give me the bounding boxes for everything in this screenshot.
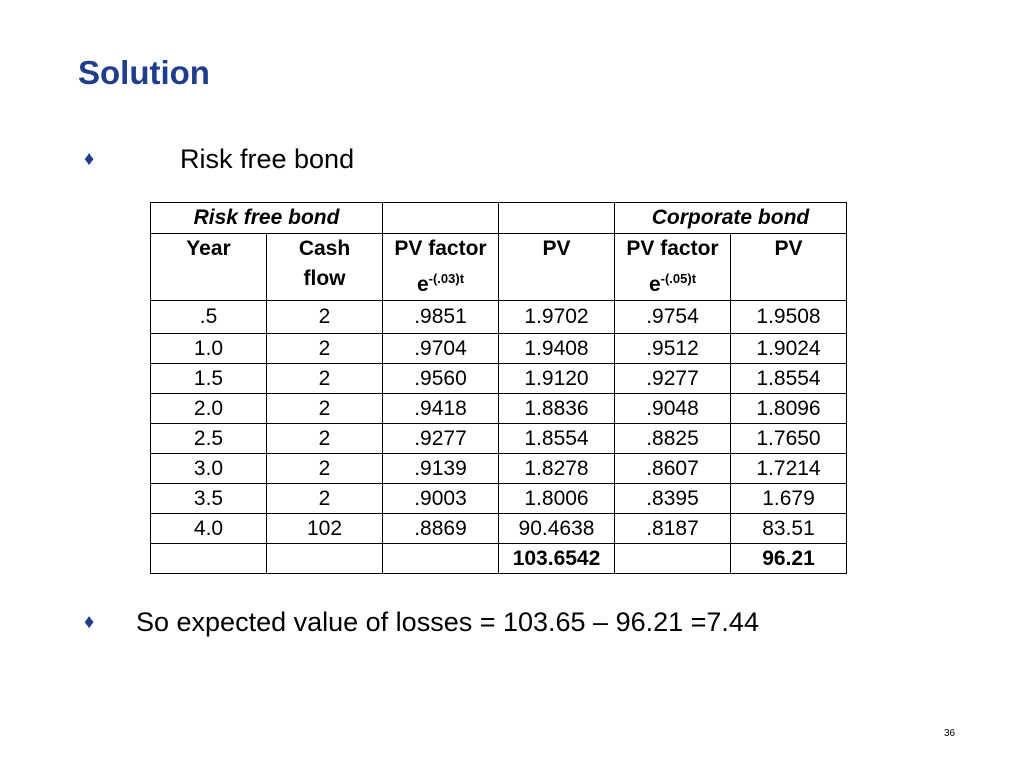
table-cell: 1.7650 xyxy=(730,423,847,454)
table-total-row: 103.6542 96.21 xyxy=(150,543,847,574)
table-row: 4.0 102.8869 90.4638.8187 83.51 xyxy=(150,513,847,544)
col-header-pv-factor-rf: PV factor e-(.03)t xyxy=(382,233,499,301)
bullet-expected-loss: ♦ So expected value of losses = 103.65 –… xyxy=(84,607,759,638)
table-column-header-row: Year Cash flow PV factor e-(.03)t PV PV … xyxy=(150,233,847,301)
table-cell: 2 xyxy=(266,333,383,364)
table-cell: .9048 xyxy=(614,393,731,424)
table-cell: 2.5 xyxy=(150,423,267,454)
pv-factor-base: e xyxy=(416,273,429,296)
table-top-header-row: Risk free bond Corporate bond xyxy=(150,202,847,234)
table-body: .5 2.9851 1.9702.9754 1.9508 1.0 2.9704 1.9408… xyxy=(150,300,847,544)
table-cell: .8607 xyxy=(614,453,731,484)
table-cell: 3.0 xyxy=(150,453,267,484)
table-cell: .9704 xyxy=(382,333,499,364)
table-cell: .9851 xyxy=(382,300,499,334)
table-cell: 4.0 xyxy=(150,513,267,544)
total-pv-corp: 96.21 xyxy=(730,543,847,574)
cash-flow-line2: flow xyxy=(303,267,346,290)
table-row: 2.0 2.9418 1.8836.9048 1.8096 xyxy=(150,393,847,424)
table-cell: .9277 xyxy=(382,423,499,454)
table-cell: 1.7214 xyxy=(730,453,847,484)
table-row: 3.5 2.9003 1.8006.8395 1.679 xyxy=(150,483,847,514)
table-row: .5 2.9851 1.9702.9754 1.9508 xyxy=(150,300,847,334)
table-cell: .8825 xyxy=(614,423,731,454)
table-cell: .9139 xyxy=(382,453,499,484)
table-cell: 2 xyxy=(266,453,383,484)
col-header-pv-rf: PV xyxy=(498,233,615,301)
col-header-year: Year xyxy=(150,233,267,301)
table-cell: .9277 xyxy=(614,363,731,394)
table-cell: .9560 xyxy=(382,363,499,394)
table-cell: 1.9508 xyxy=(730,300,847,334)
total-cell xyxy=(614,543,731,574)
table-cell: 1.5 xyxy=(150,363,267,394)
col-header-cash-flow: Cash flow xyxy=(266,233,383,301)
table-cell: 1.9120 xyxy=(498,363,615,394)
table-cell: 102 xyxy=(266,513,383,544)
table-cell: 1.9024 xyxy=(730,333,847,364)
table-cell: 2 xyxy=(266,423,383,454)
table-row: 3.0 2.9139 1.8278.8607 1.7214 xyxy=(150,453,847,484)
table-cell: 2 xyxy=(266,393,383,424)
pv-factor-exponent: -(.03)t xyxy=(428,271,465,286)
table-cell: 3.5 xyxy=(150,483,267,514)
table-cell: 1.8278 xyxy=(498,453,615,484)
table-cell: 1.9702 xyxy=(498,300,615,334)
total-cell xyxy=(382,543,499,574)
empty-cell xyxy=(498,202,615,234)
pv-factor-base: e xyxy=(648,273,661,296)
table-cell: 1.8554 xyxy=(730,363,847,394)
table-cell: 1.8836 xyxy=(498,393,615,424)
table-cell: .9003 xyxy=(382,483,499,514)
total-cell xyxy=(150,543,267,574)
pv-factor-exponent: -(.05)t xyxy=(660,271,697,286)
table-cell: .9512 xyxy=(614,333,731,364)
total-cell xyxy=(266,543,383,574)
diamond-bullet-icon: ♦ xyxy=(84,148,95,170)
table-cell: 1.9408 xyxy=(498,333,615,364)
table-cell: 2 xyxy=(266,363,383,394)
table-cell: 2.0 xyxy=(150,393,267,424)
table-cell: 1.8096 xyxy=(730,393,847,424)
table-cell: 2 xyxy=(266,483,383,514)
table-row: 1.5 2.9560 1.9120.9277 1.8554 xyxy=(150,363,847,394)
table-cell: 1.8006 xyxy=(498,483,615,514)
col-header-pv-corp: PV xyxy=(730,233,847,301)
bond-table: Risk free bond Corporate bond Year Cash … xyxy=(150,202,847,574)
table-cell: 2 xyxy=(266,300,383,334)
table-cell: .9754 xyxy=(614,300,731,334)
table-row: 1.0 2.9704 1.9408.9512 1.9024 xyxy=(150,333,847,364)
table-cell: .8869 xyxy=(382,513,499,544)
diamond-bullet-icon: ♦ xyxy=(84,611,95,633)
table-cell: .9418 xyxy=(382,393,499,424)
col-header-pv-factor-corp: PV factor e-(.05)t xyxy=(614,233,731,301)
bullet-text: So expected value of losses = 103.65 – 9… xyxy=(136,607,759,637)
slide-title: Solution xyxy=(78,54,210,91)
page-number: 36 xyxy=(944,728,956,739)
table-cell: .8187 xyxy=(614,513,731,544)
risk-free-header: Risk free bond xyxy=(150,202,383,234)
bullet-text: Risk free bond xyxy=(180,144,355,174)
bullet-risk-free: ♦ Risk free bond xyxy=(84,144,354,175)
table-cell: 1.0 xyxy=(150,333,267,364)
pv-factor-label: PV factor xyxy=(626,237,719,260)
table-cell: .5 xyxy=(150,300,267,334)
table-cell: 1.679 xyxy=(730,483,847,514)
total-pv-rf: 103.6542 xyxy=(498,543,615,574)
table-row: 2.5 2.9277 1.8554.8825 1.7650 xyxy=(150,423,847,454)
cash-flow-line1: Cash xyxy=(298,237,351,260)
table-cell: 1.8554 xyxy=(498,423,615,454)
table-cell: .8395 xyxy=(614,483,731,514)
table-cell: 83.51 xyxy=(730,513,847,544)
pv-factor-label: PV factor xyxy=(394,237,487,260)
table-cell: 90.4638 xyxy=(498,513,615,544)
empty-cell xyxy=(382,202,499,234)
corporate-header: Corporate bond xyxy=(614,202,847,234)
